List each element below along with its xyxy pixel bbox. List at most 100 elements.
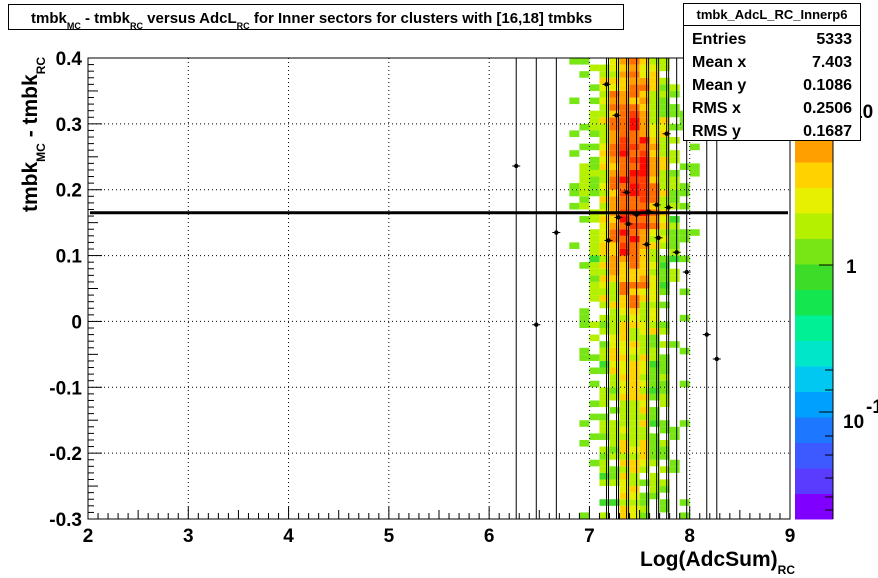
heatmap-cell [609,222,620,230]
heatmap-cell [579,308,590,315]
heatmap-cell [639,262,650,269]
heatmap-cell [669,169,680,177]
heatmap-cell [609,77,620,85]
heatmap-cell [609,301,620,309]
heatmap-cell [649,347,660,355]
heatmap-cell [649,459,660,467]
heatmap-cell [599,301,610,309]
heatmap-cell [639,189,650,197]
heatmap-cell [569,183,580,190]
heatmap-cell [619,137,630,144]
heatmap-cell [599,183,610,190]
heatmap-cell [629,104,640,111]
heatmap-cell [639,281,650,289]
heatmap-cell [639,380,650,388]
heatmap-cell [639,216,650,223]
y-tick-label: -0.3 [49,510,82,531]
heatmap-cell [619,446,630,454]
heatmap-cell [619,459,630,467]
heatmap-cell [619,374,630,381]
heatmap-cell [609,268,620,276]
heatmap-cell [599,97,610,105]
heatmap-cell [669,229,680,236]
heatmap-cell [619,71,630,78]
heatmap-cell [679,314,690,322]
heatmap-cell [629,196,640,203]
heatmap-cell [589,176,600,184]
heatmap-cell [659,262,670,269]
heatmap-cell [589,275,600,282]
heatmap-cell [649,248,660,256]
heatmap-cell [629,163,640,170]
heatmap-cell [589,295,600,302]
palette-band [795,468,833,494]
heatmap-cell [659,196,670,203]
heatmap-cell [639,321,650,329]
heatmap-cell [609,183,620,190]
heatmap-cell [669,156,680,164]
heatmap-cell [659,499,670,506]
heatmap-cell [629,499,640,506]
heatmap-cell [669,222,680,230]
heatmap-cell [659,453,670,460]
heatmap-cell [579,439,590,447]
heatmap-cell [649,130,660,138]
heatmap-cell [599,328,610,335]
heatmap-cell [629,242,640,249]
heatmap-cell [659,163,670,170]
heatmap-cell [609,453,620,460]
heatmap-cell [619,347,630,355]
heatmap-cell [609,117,620,124]
heatmap-cell [599,71,610,78]
heatmap-cell [669,110,680,118]
heatmap-cell [599,321,610,329]
heatmap-cell [659,439,670,447]
histogram-title-text: tmbkMC - tmbkRC versus AdcLRC for Inner … [31,10,592,31]
heatmap-cell [589,459,600,467]
heatmap-cell [659,90,670,98]
heatmap-cell [599,281,610,289]
heatmap-cell [629,453,640,460]
heatmap-cell [619,393,630,401]
heatmap-cell [619,380,630,388]
heatmap-cell [659,380,670,388]
heatmap-cell [609,97,620,105]
y-tick-label: 0.4 [56,49,83,70]
heatmap-cell [639,301,650,309]
heatmap-cell [639,433,650,440]
heatmap-cell [619,183,630,190]
heatmap-cell [599,137,610,144]
heatmap-cell [619,334,630,342]
heatmap-cell [579,354,590,361]
heatmap-cell [689,169,700,177]
heatmap-cell [619,453,630,460]
heatmap-cell [629,130,640,138]
heatmap-cell [629,110,640,118]
heatmap-cell [589,117,600,124]
heatmap-cell [669,433,680,440]
heatmap-cell [639,64,650,72]
heatmap-cell [619,196,630,203]
heatmap-cell [659,189,670,197]
heatmap-cell [649,420,660,427]
heatmap-cell [589,262,600,269]
heatmap-cell [649,380,660,388]
heatmap-cell [649,268,660,276]
palette-band [795,213,833,239]
profile-point [616,215,621,220]
profile-point [684,269,689,275]
heatmap-cell [639,229,650,236]
heatmap-cell [569,242,580,249]
heatmap-cell [639,328,650,335]
heatmap-cell [649,84,660,91]
heatmap-cell [659,288,670,296]
profile-point [626,221,631,227]
heatmap-cell [659,150,670,157]
heatmap-cell [609,84,620,91]
heatmap-cell [659,137,670,144]
heatmap-cell [629,255,640,263]
heatmap-cell [609,407,620,414]
heatmap-cell [579,163,590,170]
heatmap-cell [649,354,660,361]
